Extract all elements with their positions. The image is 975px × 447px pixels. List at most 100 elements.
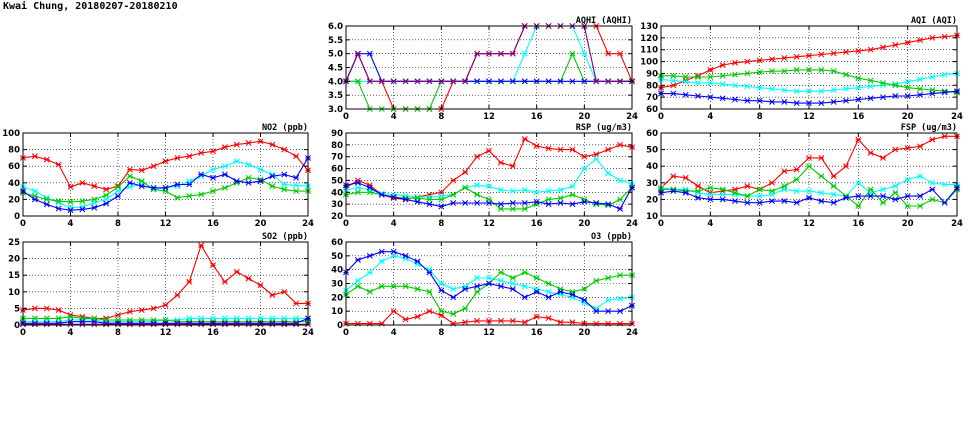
data-point — [892, 189, 899, 196]
data-point — [462, 184, 469, 191]
data-point — [486, 183, 492, 190]
data-point — [462, 78, 469, 85]
data-point — [426, 201, 433, 208]
y-tick-label: 40 — [8, 179, 20, 189]
data-point — [450, 286, 457, 292]
data-point — [426, 266, 433, 273]
data-point — [843, 194, 849, 201]
x-tick-label: 16 — [531, 219, 543, 229]
data-point — [867, 46, 874, 53]
data-point — [414, 78, 421, 85]
data-point — [366, 288, 373, 295]
data-point — [892, 82, 899, 89]
data-point — [509, 200, 516, 206]
data-point — [221, 278, 228, 285]
data-point — [855, 203, 862, 209]
data-point — [867, 149, 874, 156]
data-point — [91, 318, 98, 325]
panel-title-rsp: RSP (ug/m3) — [576, 123, 632, 133]
data-point — [486, 280, 492, 287]
data-point — [843, 71, 849, 78]
x-tick-label: 0 — [658, 112, 664, 122]
data-point — [390, 248, 397, 255]
x-tick-label: 20 — [578, 328, 590, 338]
data-point — [426, 196, 433, 203]
data-point — [174, 321, 181, 328]
data-point — [793, 100, 800, 107]
data-point — [521, 283, 528, 290]
panel-title-so2: SO2 (ppb) — [262, 232, 308, 242]
x-tick-label: 4 — [707, 219, 713, 229]
data-point — [462, 286, 469, 292]
data-point — [695, 183, 701, 190]
data-point — [904, 93, 911, 99]
data-point — [91, 196, 98, 203]
y-tick-label: 80 — [646, 81, 658, 91]
data-point — [769, 198, 775, 205]
data-point — [55, 205, 62, 212]
data-point — [744, 199, 751, 206]
data-point — [414, 258, 421, 265]
data-point — [744, 183, 751, 190]
data-point — [781, 68, 788, 75]
data-point — [474, 78, 481, 85]
data-point — [892, 146, 899, 153]
data-point — [593, 78, 600, 85]
data-point — [186, 321, 193, 328]
data-point — [497, 277, 504, 284]
data-point — [91, 183, 98, 190]
data-point — [497, 186, 504, 193]
data-point — [497, 205, 504, 212]
data-point — [474, 153, 481, 160]
data-point — [67, 207, 74, 214]
data-point — [617, 196, 624, 203]
data-point — [55, 315, 62, 322]
data-point — [941, 133, 948, 140]
data-point — [855, 193, 862, 200]
data-point — [245, 275, 252, 282]
data-point — [115, 183, 121, 190]
x-tick-label: 24 — [626, 112, 638, 122]
x-tick-label: 4 — [391, 219, 397, 229]
panel-so2: 0 4 8 12 16 20 24 0 5 10 15 20 25 SO2 (ppb) — [8, 232, 314, 338]
data-point — [806, 154, 812, 161]
y-tick-label: 0 — [14, 321, 20, 331]
data-point — [917, 173, 923, 180]
data-point — [670, 173, 677, 180]
data-point — [867, 95, 874, 102]
data-point — [581, 299, 588, 306]
data-point — [79, 318, 86, 325]
data-point — [245, 161, 252, 168]
data-point — [557, 200, 564, 206]
panel-title-fsp: FSP (ug/m3) — [901, 123, 957, 133]
data-point — [533, 288, 540, 295]
x-tick-label: 16 — [852, 112, 864, 122]
data-point — [509, 286, 516, 292]
data-point — [545, 315, 552, 322]
data-point — [593, 308, 600, 315]
data-point — [281, 146, 288, 153]
data-point — [198, 171, 205, 178]
data-point — [31, 153, 38, 160]
data-point — [830, 199, 837, 206]
data-point — [941, 33, 948, 40]
data-point — [756, 199, 763, 206]
data-point — [557, 186, 564, 193]
y-tick-label: 5.5 — [328, 36, 343, 46]
y-tick-label: 25 — [8, 238, 20, 248]
data-point — [233, 158, 240, 165]
data-point — [474, 50, 481, 57]
data-point — [756, 186, 763, 193]
data-point — [732, 189, 738, 196]
x-tick-label: 8 — [757, 219, 763, 229]
y-tick-label: 60 — [646, 129, 658, 139]
data-point — [904, 176, 911, 183]
x-tick-label: 8 — [757, 112, 763, 122]
data-point — [486, 275, 492, 281]
y-tick-label: 15 — [8, 271, 20, 281]
data-point — [843, 49, 849, 56]
x-tick-label: 12 — [803, 219, 815, 229]
data-point — [557, 78, 564, 85]
data-point — [744, 83, 751, 90]
data-point — [521, 294, 528, 301]
